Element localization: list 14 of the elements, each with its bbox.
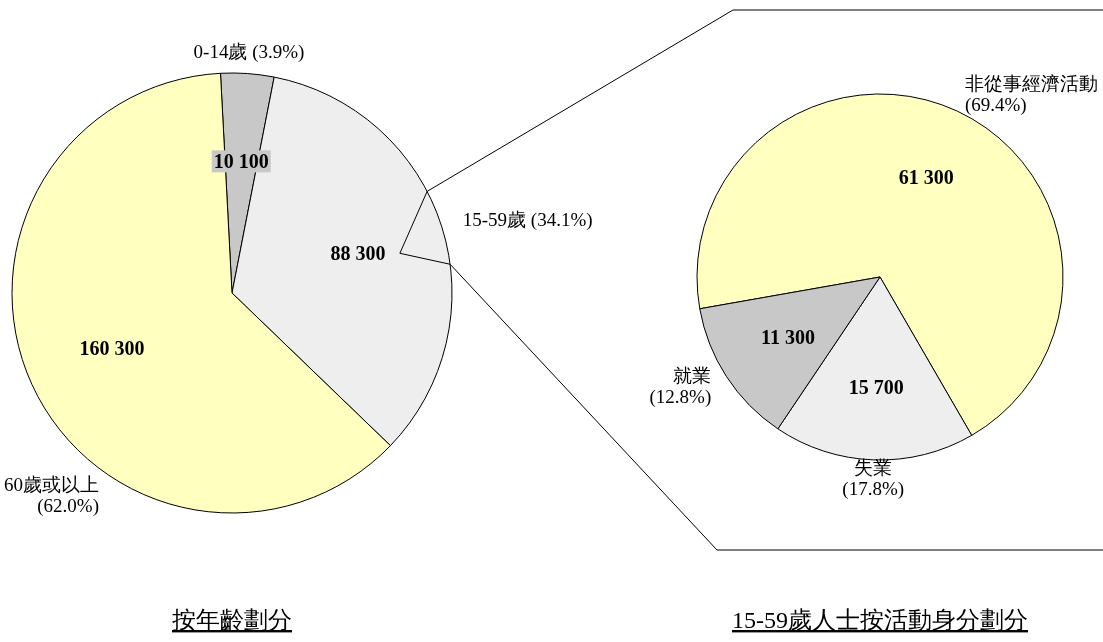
slice-label: 就業 (12.8%): [649, 365, 712, 409]
slice-label: 15-59歲 (34.1%): [462, 209, 593, 232]
slice-label: 0-14歲 (3.9%): [193, 40, 305, 63]
data-label: 15 700: [848, 375, 904, 398]
data-label: 11 300: [761, 325, 815, 348]
data-label: 88 300: [330, 242, 386, 265]
slice-label: 60歲或以上 (62.0%): [4, 474, 99, 518]
data-label: 61 300: [898, 166, 954, 189]
slice-label: 失業 (17.8%): [842, 456, 905, 500]
data-label: 160 300: [79, 336, 145, 359]
slice-label: 非從事經濟活動 (69.4%): [964, 73, 1098, 116]
text: 15-59歲人士按活動身分劃分: [732, 607, 1028, 633]
data-label: 10 100: [213, 150, 269, 173]
text: 按年齡劃分: [172, 607, 292, 633]
